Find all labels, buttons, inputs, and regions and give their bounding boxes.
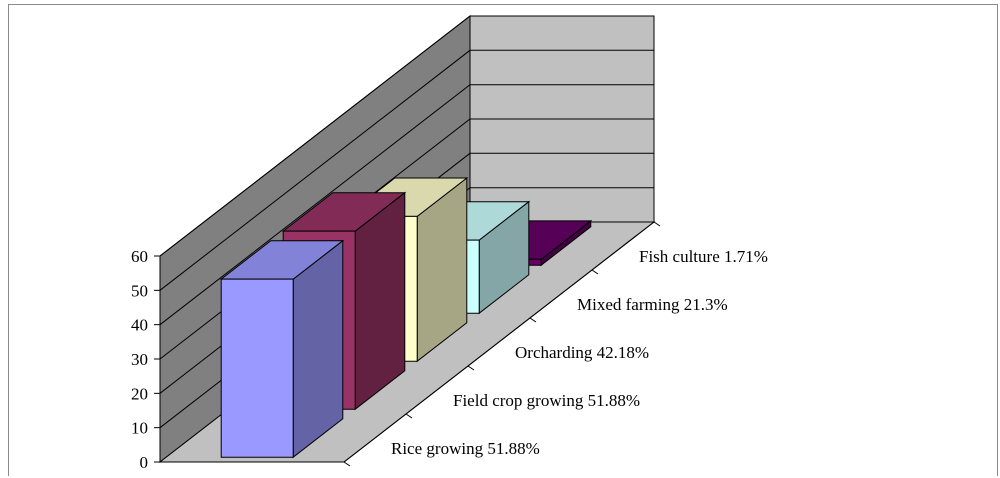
bars	[219, 176, 593, 459]
category-tick	[405, 413, 413, 419]
bar-front	[220, 278, 294, 458]
bar	[219, 239, 345, 459]
category-tick	[467, 365, 475, 371]
y-tick-label: 0	[140, 453, 149, 472]
y-tick-label: 20	[131, 384, 148, 403]
y-tick-label: 40	[131, 316, 148, 335]
category-tick	[591, 269, 599, 275]
category-label: Mixed farming 21.3%	[577, 295, 728, 314]
category-axis-line	[343, 221, 655, 463]
y-axis: 0 10 20 30 40 50 60	[131, 247, 161, 472]
gridline	[159, 84, 654, 326]
category-tick	[343, 461, 351, 467]
y-tick-label: 10	[131, 419, 148, 438]
category-label: Orcharding 42.18%	[515, 343, 649, 362]
category-label: Field crop growing 51.88%	[453, 391, 640, 410]
category-tick	[529, 317, 537, 323]
y-tick-label: 30	[131, 350, 148, 369]
category-axis: Rice growing 51.88% Field crop growing 51…	[343, 221, 768, 467]
gridline	[159, 49, 654, 291]
y-tick-label: 50	[131, 281, 148, 300]
category-label: Fish culture 1.71%	[639, 247, 768, 266]
gridline	[159, 15, 654, 257]
y-tick-label: 60	[131, 247, 148, 266]
category-label: Rice growing 51.88%	[391, 439, 540, 458]
category-tick	[653, 221, 661, 227]
